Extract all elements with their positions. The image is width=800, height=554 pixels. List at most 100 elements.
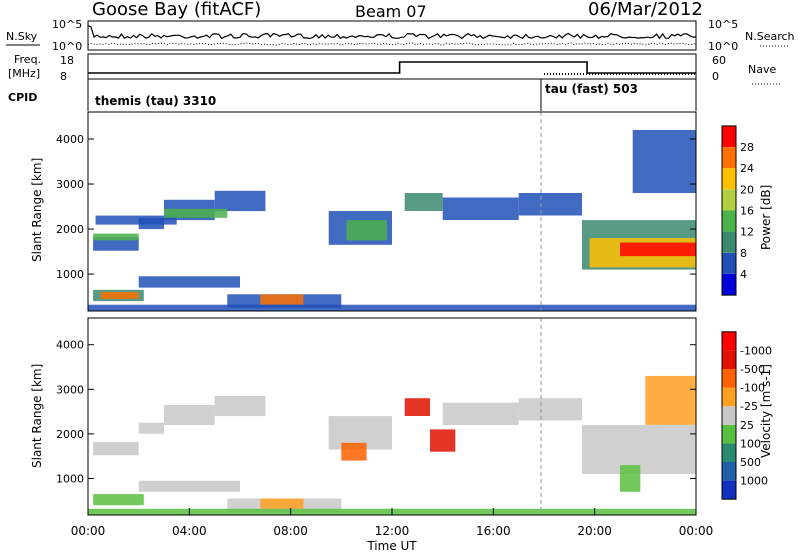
colorbar-frame	[721, 125, 737, 296]
colorbar-swatch	[722, 147, 736, 169]
colorbar-tick-label: 25	[740, 419, 754, 432]
cpid-label: CPID	[8, 91, 37, 104]
colorbar-swatch	[722, 125, 736, 147]
colorbar-tick-label: 20	[740, 183, 754, 196]
colorbar-tick-label: 4	[740, 268, 747, 281]
colorbar-tick-label: -100	[740, 382, 765, 395]
power-colorbar: 4 8 12 16 20 24 28	[721, 125, 754, 296]
power-panel-frame	[87, 111, 697, 312]
colorbar-swatch	[722, 350, 736, 369]
colorbar-swatch	[722, 387, 736, 407]
time-tick-label: 16:00	[476, 524, 511, 538]
power-ylabel: Slant Range [km]	[30, 158, 44, 262]
station-title: Goose Bay (fitACF)	[92, 0, 261, 20]
freq-label: Freq.	[14, 53, 41, 66]
power-yticks: 1000 2000 3000 4000	[56, 133, 696, 281]
scatter-region	[260, 294, 304, 305]
velocity-yticks: 1000 2000 3000 4000	[56, 339, 696, 485]
colorbar-tick-label: 100	[740, 437, 761, 450]
ytick-label: 4000	[56, 339, 84, 352]
time-tick-label: 04:00	[172, 524, 207, 538]
colorbar-swatch	[722, 189, 736, 211]
nave-tick-high: 60	[712, 54, 726, 67]
nsky-panel-frame	[87, 20, 697, 51]
nsearch-tick-low: 10^0	[708, 40, 738, 53]
colorbar-swatch	[722, 369, 736, 388]
time-tick-label: 12:00	[375, 524, 410, 538]
scatter-region	[518, 193, 582, 216]
nsearch-trace	[87, 42, 697, 46]
colorbar-swatch	[722, 231, 736, 253]
scatter-region	[88, 304, 696, 311]
time-tick-label: 20:00	[577, 524, 612, 538]
scatter-region	[93, 233, 139, 241]
scatter-region	[341, 442, 367, 461]
colorbar-tick-label: 24	[740, 162, 754, 175]
scatter-region	[404, 193, 443, 211]
time-axis-label: Time UT	[366, 539, 417, 553]
colorbar-tick-label: 1000	[740, 475, 768, 488]
colorbar-tick-label: -25	[740, 400, 758, 413]
colorbar-tick-label: 8	[740, 247, 747, 260]
scatter-region	[138, 480, 240, 492]
colorbar-swatch	[722, 252, 736, 274]
scatter-region	[430, 429, 456, 452]
scatter-region	[442, 402, 519, 425]
ytick-label: 3000	[56, 383, 84, 396]
colorbar-swatch	[722, 443, 736, 462]
nsky-trace	[87, 24, 697, 40]
colorbar-swatch	[722, 273, 736, 295]
nsky-tick-low: 10^0	[52, 40, 82, 53]
scatter-region	[164, 404, 215, 425]
nsky-label: N.Sky	[6, 30, 38, 43]
nave-tick-low: 0	[712, 70, 719, 83]
scatter-region	[260, 498, 304, 509]
cpid-program-1: themis (tau) 3310	[95, 94, 216, 108]
colorbar-tick-label: -1000	[740, 344, 772, 357]
scatter-region	[93, 441, 139, 456]
ytick-label: 1000	[56, 472, 84, 485]
time-axis: 00:00 04:00 08:00 12:00 16:00 20:00 00:00	[71, 508, 714, 538]
ytick-label: 2000	[56, 428, 84, 441]
colorbar-tick-label: -500	[740, 363, 765, 376]
scatter-region	[620, 465, 641, 492]
scatter-region	[518, 398, 582, 421]
freq-unit: [MHz]	[8, 67, 40, 80]
colorbar-tick-label: 500	[740, 456, 761, 469]
scatter-region	[442, 197, 519, 220]
scatter-region	[93, 494, 144, 506]
colorbar-swatch	[722, 168, 736, 190]
scatter-region	[95, 215, 177, 225]
power-heatmap	[88, 130, 696, 311]
freq-panel-frame	[87, 53, 697, 80]
ytick-label: 2000	[56, 223, 84, 236]
colorbar-swatch	[722, 480, 736, 500]
cpid-program-2: tau (fast) 503	[545, 82, 638, 96]
scatter-region	[138, 276, 240, 288]
freq-tick-low: 8	[60, 70, 67, 83]
scatter-region	[214, 396, 266, 417]
power-colorbar-label: Power [dB]	[759, 185, 773, 250]
date-title: 06/Mar/2012	[588, 0, 703, 20]
velocity-ylabel: Slant Range [km]	[30, 364, 44, 468]
scatter-region	[620, 242, 696, 257]
freq-tick-high: 18	[60, 54, 74, 67]
colorbar-swatch	[722, 424, 736, 444]
scatter-region	[632, 130, 696, 193]
scatter-region	[164, 208, 228, 218]
colorbar-frame	[721, 331, 737, 500]
scatter-region	[346, 220, 387, 241]
scatter-region	[645, 375, 696, 425]
nave-label: Nave	[748, 63, 776, 76]
scatter-region	[138, 422, 164, 434]
velocity-colorbar: 1000 500 100 25 -25 -100 -500 -1000	[721, 331, 772, 500]
colorbar-swatch	[722, 406, 736, 425]
colorbar-tick-label: 28	[740, 141, 754, 154]
time-tick-label: 00:00	[679, 524, 714, 538]
scatter-region	[404, 398, 430, 416]
nsearch-label: N.Search	[745, 30, 795, 43]
scatter-region	[100, 292, 139, 299]
nsky-tick-high: 10^5	[52, 18, 82, 31]
velocity-colorbar-label: Velocity [m s-1]	[759, 364, 773, 458]
